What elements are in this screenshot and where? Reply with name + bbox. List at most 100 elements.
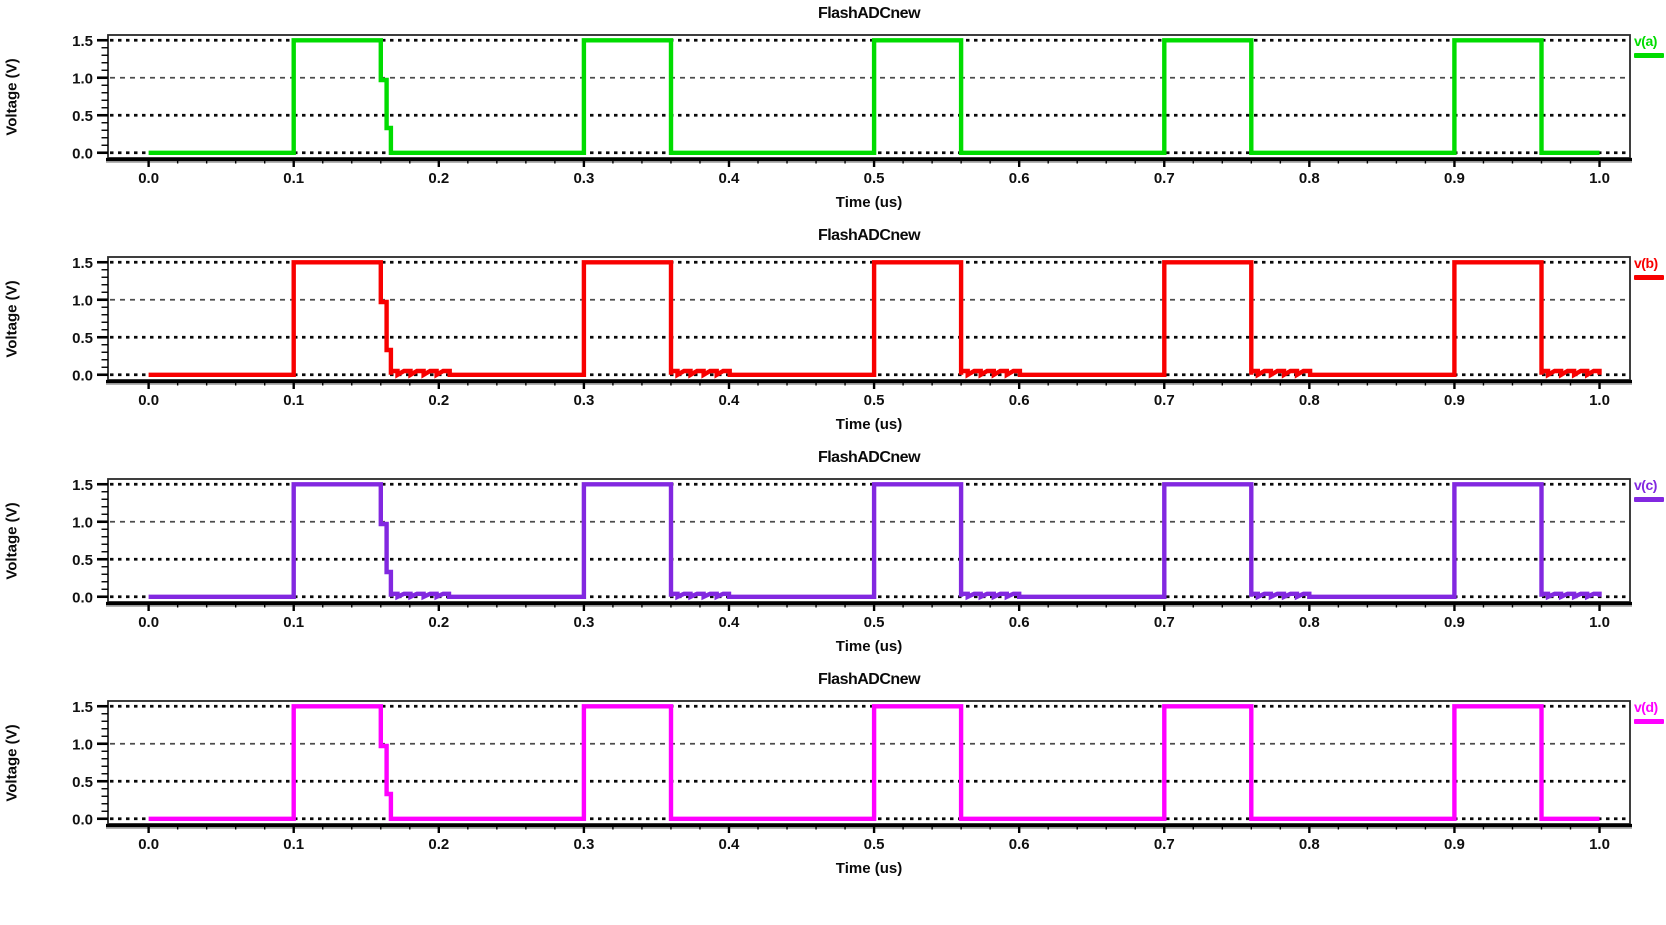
plot-title: FlashADCnew [817, 5, 921, 22]
y-tick-label: 0.0 [72, 367, 93, 384]
x-tick-label: 0.1 [283, 614, 304, 631]
x-tick-label: 0.7 [1154, 614, 1175, 631]
x-tick-label: 0.3 [573, 170, 594, 187]
x-tick-label: 0.0 [138, 170, 159, 187]
x-tick-label: 0.5 [864, 836, 885, 853]
y-tick-label: 1.0 [72, 736, 93, 753]
waveform-plot-canvas[interactable]: 0.0 0.1 0.2 0.3 0.4 0.5 0.6 0.7 0.8 0.9 1.0 0.0 0.5 1… [0, 691, 1666, 857]
y-tick-label: 1.0 [72, 292, 93, 309]
y-tick-label: 1.5 [72, 33, 93, 50]
chart-area: 0.0 0.1 0.2 0.3 0.4 0.5 0.6 0.7 0.8 0.9 1.0 0.0 0.5 1… [0, 469, 1666, 635]
x-tick-label: 1.0 [1589, 170, 1610, 187]
waveform-figure: FlashADCnew 0.0 0.1 0.2 0.3 0.4 0.5 0.6 0.7 0.8 0… [0, 3, 1666, 891]
x-tick-label: 0.7 [1154, 836, 1175, 853]
x-tick-label: 1.0 [1589, 614, 1610, 631]
x-tick-label: 0.3 [573, 614, 594, 631]
x-tick-label: 0.9 [1444, 170, 1465, 187]
legend-label[interactable]: v(c) [1634, 477, 1657, 493]
x-tick-label: 1.0 [1589, 836, 1610, 853]
plot-title: FlashADCnew [817, 449, 921, 466]
y-axis-label: Voltage (V) [3, 502, 21, 580]
y-tick-label: 0.0 [72, 589, 93, 606]
x-axis-label: Time (us) [835, 638, 903, 655]
legend-line-sample [1634, 497, 1664, 502]
y-tick-label: 1.5 [72, 477, 93, 494]
plot-frame [107, 34, 1631, 159]
x-tick-label: 0.6 [1009, 614, 1030, 631]
waveform-trace [148, 482, 1602, 601]
y-tick-label: 1.0 [72, 514, 93, 531]
y-tick-label: 0.5 [72, 108, 93, 125]
x-tick-label: 0.3 [573, 836, 594, 853]
x-tick-label: 0.8 [1299, 614, 1320, 631]
x-tick-label: 0.2 [428, 614, 449, 631]
x-tick-label: 1.0 [1589, 392, 1610, 409]
legend: v(d) [1634, 699, 1666, 724]
plot-title: FlashADCnew [817, 671, 921, 688]
waveform-trace [148, 38, 1600, 156]
y-axis-label: Voltage (V) [3, 280, 21, 358]
x-tick-label: 0.4 [719, 170, 741, 187]
x-tick-label: 0.2 [428, 392, 449, 409]
y-tick-label: 0.5 [72, 552, 93, 569]
x-tick-label: 0.9 [1444, 392, 1465, 409]
waveform-panel-b: FlashADCnew 0.0 0.1 0.2 0.3 0.4 0.5 0.6 0.7 0.8 0… [0, 225, 1666, 447]
x-tick-label: 0.3 [573, 392, 594, 409]
waveform-panel-a: FlashADCnew 0.0 0.1 0.2 0.3 0.4 0.5 0.6 0.7 0.8 0… [0, 3, 1666, 225]
legend: v(b) [1634, 255, 1666, 280]
waveform-trace [148, 260, 1602, 379]
waveform-plot-canvas[interactable]: 0.0 0.1 0.2 0.3 0.4 0.5 0.6 0.7 0.8 0.9 1.0 0.0 0.5 1… [0, 469, 1666, 635]
plot-frame [107, 700, 1631, 825]
legend-line-sample [1634, 719, 1664, 724]
y-tick-label: 0.0 [72, 145, 93, 162]
plot-frame [107, 256, 1631, 381]
chart-area: 0.0 0.1 0.2 0.3 0.4 0.5 0.6 0.7 0.8 0.9 1.0 0.0 0.5 1… [0, 691, 1666, 857]
x-tick-label: 0.4 [719, 392, 741, 409]
legend-line-sample [1634, 53, 1664, 58]
legend-label[interactable]: v(d) [1634, 699, 1658, 715]
x-tick-label: 0.6 [1009, 392, 1030, 409]
y-tick-label: 1.0 [72, 70, 93, 87]
chart-area: 0.0 0.1 0.2 0.3 0.4 0.5 0.6 0.7 0.8 0.9 1.0 0.0 0.5 1… [0, 25, 1666, 191]
x-tick-label: 0.4 [719, 836, 741, 853]
legend-label[interactable]: v(a) [1634, 33, 1657, 49]
x-tick-label: 0.7 [1154, 170, 1175, 187]
chart-area: 0.0 0.1 0.2 0.3 0.4 0.5 0.6 0.7 0.8 0.9 1.0 0.0 0.5 1… [0, 247, 1666, 413]
x-tick-label: 0.2 [428, 836, 449, 853]
x-tick-label: 0.5 [864, 170, 885, 187]
waveform-panel-d: FlashADCnew 0.0 0.1 0.2 0.3 0.4 0.5 0.6 0.7 0.8 0… [0, 669, 1666, 891]
x-tick-label: 0.0 [138, 614, 159, 631]
x-tick-label: 0.1 [283, 836, 304, 853]
legend-line-sample [1634, 275, 1664, 280]
waveform-trace [148, 704, 1600, 822]
x-tick-label: 0.9 [1444, 614, 1465, 631]
x-tick-label: 0.0 [138, 392, 159, 409]
y-tick-label: 0.5 [72, 330, 93, 347]
legend: v(a) [1634, 33, 1666, 58]
x-axis-label: Time (us) [835, 194, 903, 211]
x-tick-label: 0.5 [864, 614, 885, 631]
x-tick-label: 0.5 [864, 392, 885, 409]
waveform-plot-canvas[interactable]: 0.0 0.1 0.2 0.3 0.4 0.5 0.6 0.7 0.8 0.9 1.0 0.0 0.5 1… [0, 247, 1666, 413]
y-axis-label: Voltage (V) [3, 724, 21, 802]
x-tick-label: 0.4 [719, 614, 741, 631]
x-tick-label: 0.1 [283, 392, 304, 409]
x-tick-label: 0.6 [1009, 170, 1030, 187]
y-tick-label: 1.5 [72, 699, 93, 716]
x-tick-label: 0.2 [428, 170, 449, 187]
plot-title: FlashADCnew [817, 227, 921, 244]
x-tick-label: 0.6 [1009, 836, 1030, 853]
x-tick-label: 0.0 [138, 836, 159, 853]
y-tick-label: 0.0 [72, 811, 93, 828]
plot-frame [107, 478, 1631, 603]
x-tick-label: 0.1 [283, 170, 304, 187]
y-tick-label: 1.5 [72, 255, 93, 272]
legend-label[interactable]: v(b) [1634, 255, 1658, 271]
waveform-plot-canvas[interactable]: 0.0 0.1 0.2 0.3 0.4 0.5 0.6 0.7 0.8 0.9 1.0 0.0 0.5 1… [0, 25, 1666, 191]
x-tick-label: 0.8 [1299, 392, 1320, 409]
legend: v(c) [1634, 477, 1666, 502]
x-tick-label: 0.7 [1154, 392, 1175, 409]
y-tick-label: 0.5 [72, 774, 93, 791]
x-axis-label: Time (us) [835, 860, 903, 877]
x-axis-label: Time (us) [835, 416, 903, 433]
